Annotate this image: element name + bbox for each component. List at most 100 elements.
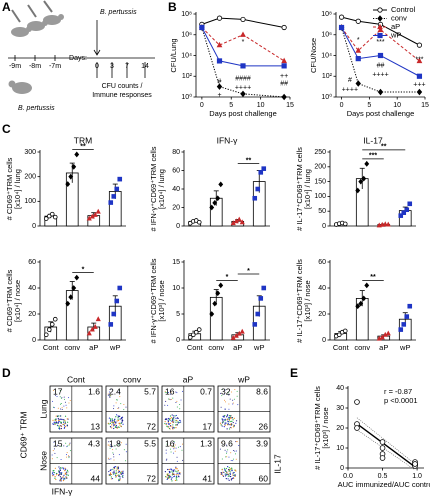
event-dot <box>171 480 173 482</box>
x-tick-label: aP <box>233 343 242 352</box>
flow-plot <box>217 437 271 485</box>
event-dot <box>110 444 112 446</box>
event-dot <box>113 470 115 472</box>
event-dot <box>165 418 167 420</box>
event-dot <box>122 423 124 425</box>
event-dot <box>69 450 71 452</box>
event-dot <box>221 395 223 397</box>
event-dot <box>108 444 110 446</box>
event-dot <box>167 420 169 423</box>
mouse-head <box>8 80 16 88</box>
event-dot <box>229 415 231 417</box>
event-dot <box>116 426 118 428</box>
event-dot <box>166 458 168 460</box>
event-dot <box>108 423 110 425</box>
event-dot <box>113 456 115 458</box>
event-dot <box>171 477 173 479</box>
event-dot <box>113 459 115 461</box>
event-dot <box>226 418 228 420</box>
event-dot <box>228 416 230 419</box>
y-tick-label: 10⁶ <box>181 32 192 39</box>
event-dot <box>175 468 177 470</box>
marker <box>407 303 413 309</box>
event-dot <box>109 397 111 399</box>
event-dot <box>173 417 175 419</box>
event-dot <box>232 472 234 474</box>
significance-label: * <box>226 274 229 281</box>
event-dot <box>120 417 122 420</box>
marker <box>355 47 362 53</box>
event-dot <box>63 474 65 476</box>
annotation: * <box>357 37 360 44</box>
event-dot <box>173 442 175 444</box>
marker <box>52 316 58 322</box>
event-dot <box>56 457 58 459</box>
quadrant-value: 17 <box>53 386 63 396</box>
event-dot <box>58 471 60 473</box>
marker <box>416 73 423 79</box>
event-dot <box>110 473 112 476</box>
x-tick-label: 5 <box>367 102 371 109</box>
event-dot <box>57 470 60 472</box>
y-axis-label: # IL-17⁺CD69⁺TRM cells <box>295 147 304 231</box>
event-dot <box>230 420 232 423</box>
event-dot <box>60 459 62 461</box>
marker <box>336 332 342 338</box>
event-dot <box>234 389 236 391</box>
event-dot <box>61 407 63 409</box>
event-dot <box>223 471 225 473</box>
event-dot <box>114 444 116 446</box>
event-dot <box>113 419 116 421</box>
event-dot <box>232 458 234 460</box>
marker <box>95 316 101 322</box>
event-dot <box>118 422 120 424</box>
event-dot <box>167 419 169 421</box>
event-dot <box>228 428 231 430</box>
event-dot <box>229 398 231 400</box>
event-dot <box>116 399 118 401</box>
marker <box>358 178 364 185</box>
quadrant-value: 13 <box>91 421 101 431</box>
event-dot <box>176 475 178 477</box>
event-dot <box>116 474 118 477</box>
event-dot <box>59 418 61 420</box>
event-dot <box>60 408 62 410</box>
event-dot <box>174 447 176 449</box>
x-tick-label: 5 <box>229 102 233 109</box>
x-tick-label: conv <box>354 343 370 352</box>
event-dot <box>65 468 67 470</box>
event-dot <box>114 425 117 427</box>
event-dot <box>120 425 122 428</box>
event-dot <box>224 475 227 477</box>
event-dot <box>224 418 226 420</box>
arrow-head <box>93 49 101 56</box>
event-dot <box>115 475 117 477</box>
event-dot <box>167 404 169 406</box>
event-dot <box>230 459 232 461</box>
panel-letter: B <box>168 0 177 14</box>
event-dot <box>112 419 114 422</box>
event-dot <box>221 442 223 444</box>
event-dot <box>219 422 222 424</box>
event-dot <box>224 423 226 425</box>
significance-label: ** <box>80 143 86 150</box>
event-dot <box>59 476 62 478</box>
event-dot <box>57 422 59 424</box>
event-dot <box>52 475 54 477</box>
event-dot <box>222 421 224 423</box>
marker <box>92 211 98 217</box>
event-dot <box>176 468 178 470</box>
event-dot <box>63 421 65 423</box>
event-dot <box>232 449 234 451</box>
event-dot <box>164 391 166 393</box>
event-dot <box>108 441 110 443</box>
event-dot <box>119 477 121 479</box>
marker <box>65 181 71 187</box>
marker <box>404 314 410 319</box>
panel-letter: C <box>2 122 11 136</box>
marker <box>114 186 120 192</box>
event-dot <box>232 474 234 476</box>
event-dot <box>182 459 184 461</box>
event-dot <box>229 473 232 476</box>
